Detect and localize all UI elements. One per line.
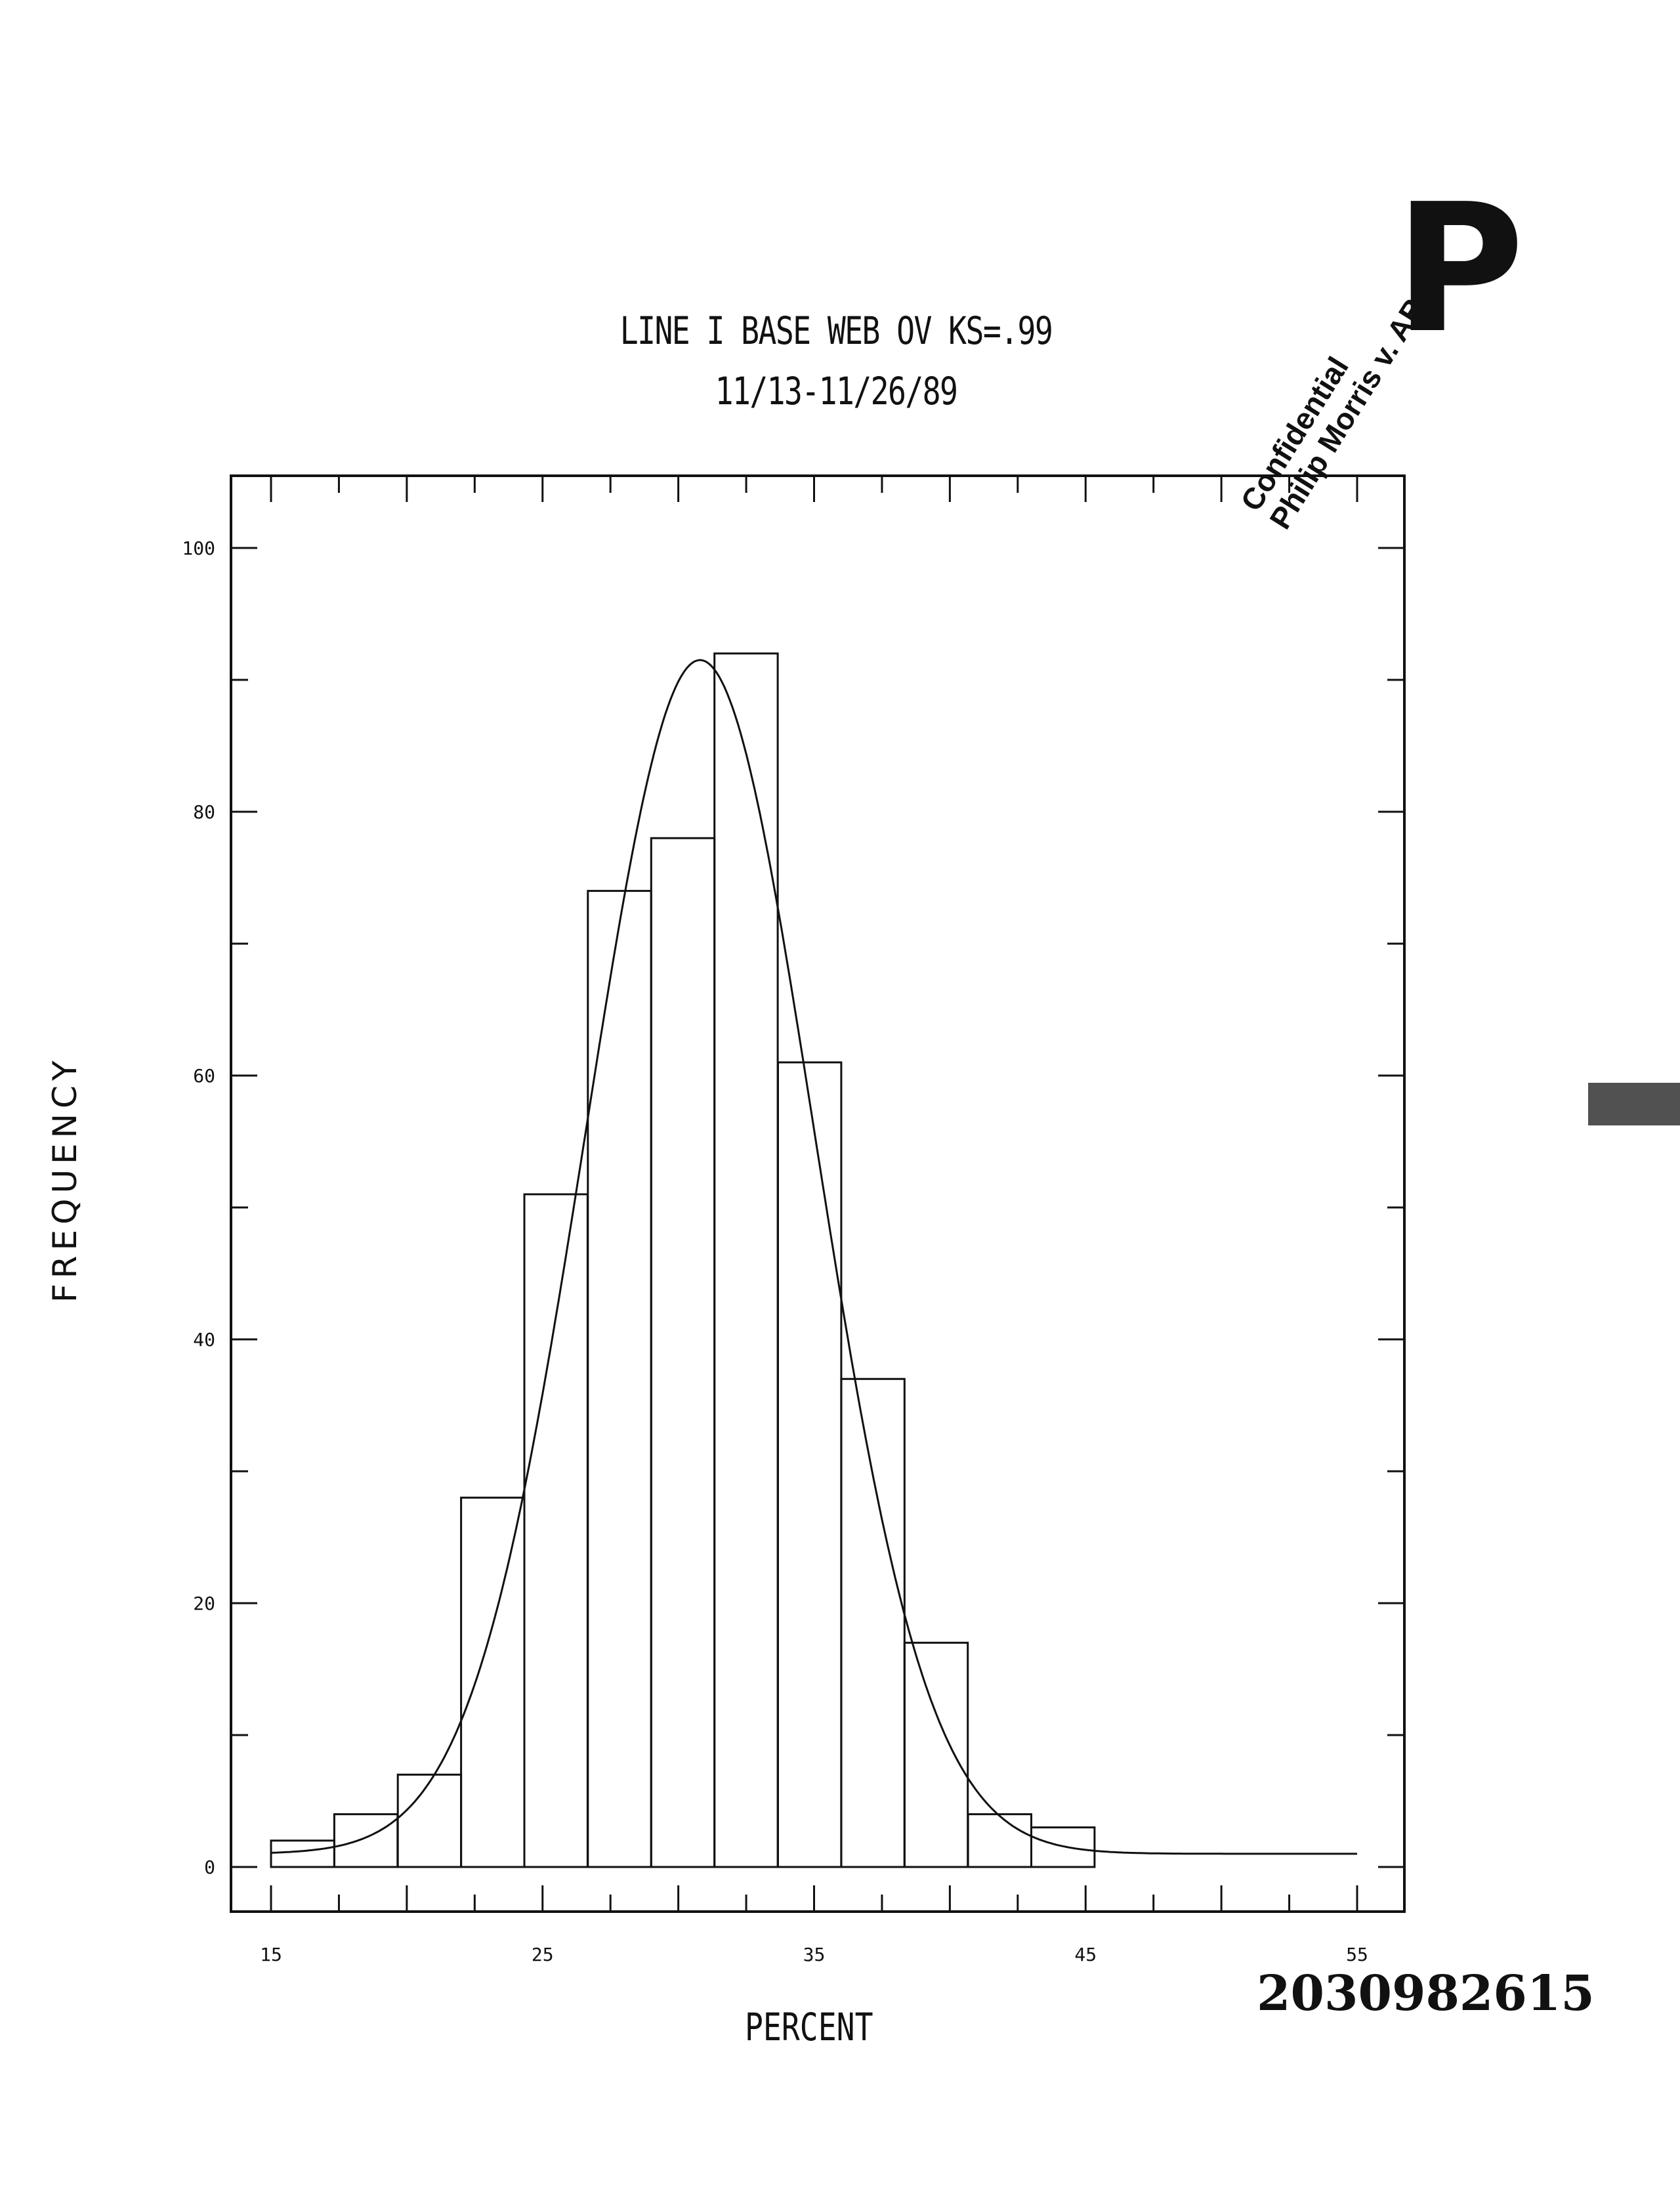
histogram-bar — [460, 1496, 526, 1868]
histogram-bar — [396, 1773, 463, 1868]
histogram-bar — [587, 890, 652, 1868]
stamp-letter: P — [1395, 165, 1524, 372]
normal-fit-curve — [270, 659, 1357, 1855]
histogram-bars — [270, 652, 1096, 1868]
histogram-bar — [903, 1641, 969, 1868]
y-tick-label: 60 — [193, 1065, 215, 1087]
histogram-bar — [333, 1813, 399, 1868]
tick-labels: 15 25 35 45 55 0 20 40 60 80 100 — [182, 537, 1368, 1965]
x-tick-label: 45 — [1074, 1944, 1097, 1965]
histogram-bar — [713, 652, 779, 1868]
scan-smudge — [1588, 1083, 1680, 1125]
chart-title: LINE I BASE WEB OV KS=.99 — [620, 308, 1053, 353]
histogram-bar — [967, 1813, 1032, 1868]
chart-subtitle: 11/13-11/26/89 — [715, 369, 958, 413]
y-tick-label: 80 — [193, 801, 215, 823]
document-number: 2030982615 — [1257, 1965, 1595, 2022]
histogram-bar — [270, 1839, 335, 1868]
histogram-bar — [650, 837, 716, 1868]
axis-ticks — [231, 476, 1404, 1912]
histogram-bar — [777, 1061, 843, 1868]
x-tick-label: 55 — [1346, 1944, 1368, 1965]
x-axis-label: PERCENT — [745, 2005, 873, 2049]
histogram-bar — [523, 1193, 589, 1868]
plot-frame — [230, 474, 1406, 1913]
y-tick-label: 100 — [182, 537, 215, 559]
y-tick-label: 0 — [204, 1856, 215, 1878]
histogram-bar — [840, 1377, 906, 1868]
y-tick-label: 40 — [193, 1329, 215, 1351]
y-tick-label: 20 — [193, 1593, 215, 1614]
x-tick-label: 35 — [803, 1944, 826, 1965]
x-tick-label: 15 — [260, 1944, 282, 1965]
x-tick-label: 25 — [532, 1944, 554, 1965]
